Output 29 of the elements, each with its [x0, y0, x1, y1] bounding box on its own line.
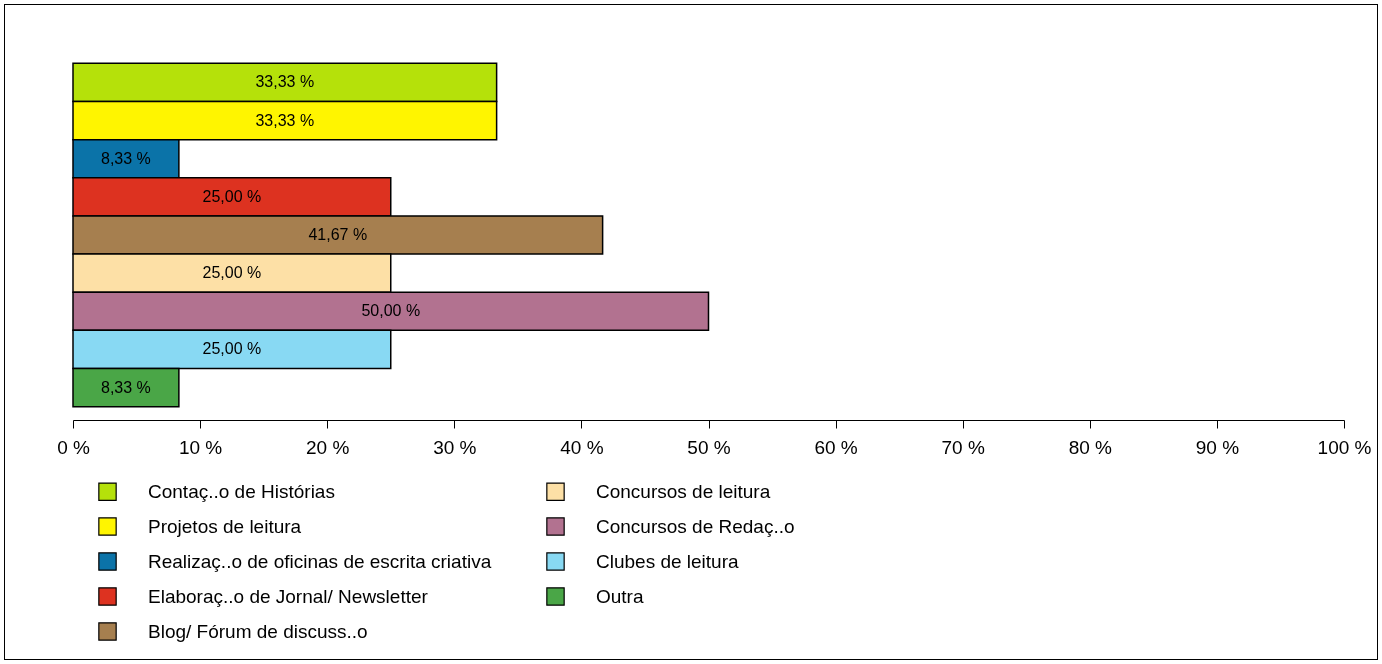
data-label: 41,67 % [308, 226, 368, 243]
x-tick-label: 80 % [1068, 436, 1113, 458]
legend-label: Concursos de Redaç..o [596, 515, 795, 537]
x-tick-label: 50 % [687, 436, 731, 458]
data-label: 50,00 % [361, 302, 421, 320]
x-tick-label: 90 % [1195, 436, 1240, 458]
x-tick-label: 70 % [941, 436, 985, 458]
data-label: 8,33 % [101, 378, 151, 396]
legend-label: Blog/ Fórum de discuss..o [148, 620, 368, 642]
legend-label: Outra [596, 585, 644, 607]
x-tick-label: 100 % [1317, 436, 1372, 458]
x-tick-label: 30 % [433, 436, 477, 458]
legend-label: Realizaç..o de oficinas de escrita criativa [148, 550, 492, 572]
data-label: 25,00 % [202, 340, 262, 358]
data-label: 8,33 % [101, 149, 151, 167]
x-tick-label: 60 % [814, 436, 858, 458]
data-label: 25,00 % [202, 264, 262, 282]
data-label: 33,33 % [255, 73, 315, 91]
legend-label: Contaç..o de Histórias [148, 480, 335, 502]
legend-label: Concursos de leitura [596, 480, 771, 502]
data-label: 25,00 % [202, 187, 262, 205]
x-tick-label: 0 % [57, 436, 90, 458]
legend-label: Projetos de leitura [148, 515, 302, 537]
data-label: 33,33 % [255, 111, 315, 129]
legend-label: Elaboraç..o de Jornal/ Newsletter [148, 585, 429, 607]
x-tick-label: 20 % [306, 436, 350, 458]
x-tick-label: 40 % [560, 436, 604, 458]
legend-label: Clubes de leitura [596, 550, 740, 572]
x-tick-label: 10 % [178, 436, 223, 458]
